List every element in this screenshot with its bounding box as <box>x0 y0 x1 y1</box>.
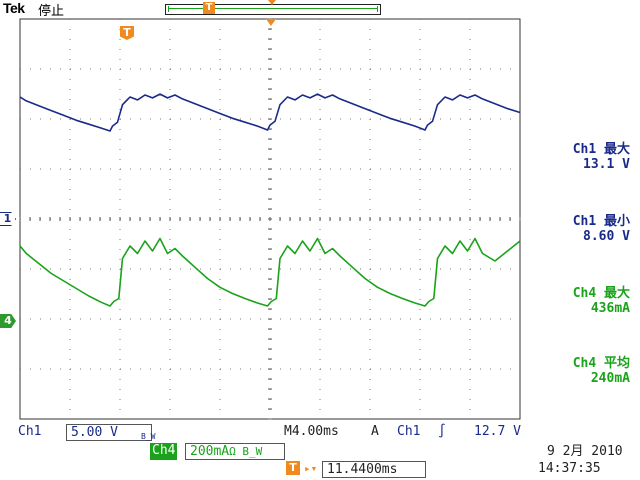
horizontal-delay-value[interactable]: 11.4400ms <box>322 461 426 478</box>
measurement-ch1-max[interactable]: Ch1 最大 13.1 V <box>524 138 640 172</box>
brand-logo: Tek <box>3 0 25 16</box>
trigger-level[interactable]: 12.7 V <box>474 424 521 439</box>
measurement-value: 13.1 V <box>583 157 630 172</box>
measurement-label: Ch4 最大 <box>572 286 630 301</box>
ch4-scale-suffix: Ω B_W <box>229 445 263 458</box>
waveform-traces <box>19 93 521 307</box>
measurement-value: 8.60 V <box>583 229 630 244</box>
delay-arrow-icon: ▸▾ <box>304 462 318 475</box>
trigger-position-mini-icon: T <box>203 2 215 14</box>
ch1-bandwidth-limit-icon: B_W <box>141 432 156 441</box>
horizontal-time-scale[interactable]: M4.00ms <box>284 424 339 439</box>
ch4-scale-value: 200mA <box>190 444 230 459</box>
measurement-value: 436mA <box>590 301 630 316</box>
measurement-ch1-min[interactable]: Ch1 最小 8.60 V <box>524 210 640 244</box>
trigger-source[interactable]: Ch1 <box>397 424 421 439</box>
clock-display: 14:37:35 <box>538 461 601 476</box>
record-view-window <box>168 6 378 12</box>
acquisition-mode: A <box>371 424 379 439</box>
trace-ch4 <box>19 237 521 307</box>
horizontal-delay-icon: T <box>286 461 300 475</box>
measurement-ch4-mean[interactable]: Ch4 平均 240mA <box>524 352 640 386</box>
trigger-point-icon <box>266 19 276 26</box>
trace-ch1 <box>19 93 521 132</box>
date-display: 9 2月 2010 <box>547 444 623 459</box>
ch1-label[interactable]: Ch1 <box>18 424 42 439</box>
measurement-value: 240mA <box>590 371 630 386</box>
trigger-point-mini-icon <box>268 0 276 5</box>
measurement-label: Ch1 最大 <box>572 142 630 157</box>
trigger-slope-icon: ∫ <box>438 424 446 439</box>
ch1-ground-marker[interactable]: 1 <box>0 212 16 226</box>
measurement-ch4-max[interactable]: Ch4 最大 436mA <box>524 282 640 316</box>
graticule-grid <box>19 18 521 420</box>
ch4-ground-marker[interactable]: 4 <box>0 314 16 328</box>
bottom-status-bar: Ch1 5.00 V B_W M4.00ms A Ch1 ∫ 12.7 V Ch… <box>0 424 640 480</box>
ch1-vertical-scale[interactable]: 5.00 V <box>66 424 152 441</box>
ch4-label[interactable]: Ch4 <box>150 443 178 460</box>
measurement-label: Ch4 平均 <box>572 356 630 371</box>
ch4-vertical-scale[interactable]: 200mAΩ B_W <box>185 443 285 460</box>
acquisition-run-state: 停止 <box>38 4 65 19</box>
top-status-bar: Tek 停止 T <box>0 0 640 19</box>
measurement-label: Ch1 最小 <box>572 214 630 229</box>
trigger-position-icon[interactable]: T <box>120 26 134 40</box>
